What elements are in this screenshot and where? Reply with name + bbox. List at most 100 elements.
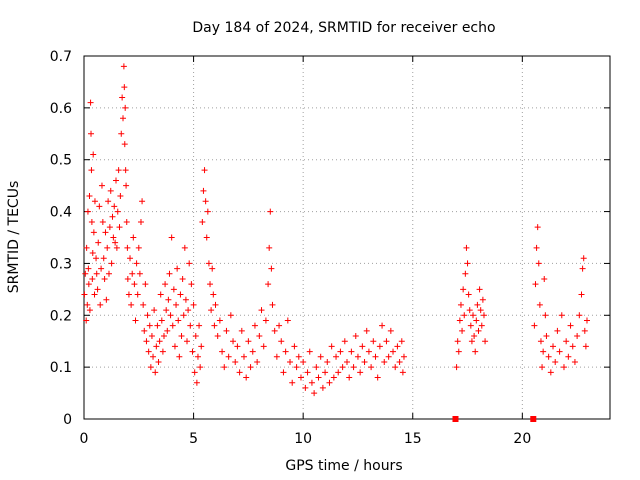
data-point xyxy=(95,239,102,246)
data-point xyxy=(162,281,169,288)
data-point xyxy=(324,358,331,365)
x-tick-label: 10 xyxy=(294,431,312,447)
data-point xyxy=(266,244,273,251)
data-point xyxy=(240,353,247,360)
data-point xyxy=(474,301,481,308)
data-point xyxy=(547,369,554,376)
data-point xyxy=(297,374,304,381)
data-point xyxy=(459,327,466,334)
data-point xyxy=(86,307,93,314)
data-point xyxy=(308,379,315,386)
data-point xyxy=(368,364,375,371)
data-point xyxy=(85,281,92,288)
data-point xyxy=(103,296,110,303)
data-point xyxy=(276,322,283,329)
data-point xyxy=(287,358,294,365)
data-point xyxy=(153,343,160,350)
data-point xyxy=(550,343,557,350)
data-point xyxy=(560,364,567,371)
data-point xyxy=(160,333,167,340)
data-point xyxy=(105,198,112,205)
data-point xyxy=(192,333,199,340)
data-point xyxy=(260,343,267,350)
data-point xyxy=(387,327,394,334)
data-point xyxy=(193,379,200,386)
data-point xyxy=(86,193,93,200)
data-point xyxy=(236,369,243,376)
data-point xyxy=(480,312,487,319)
data-point xyxy=(194,353,201,360)
data-point xyxy=(119,94,126,101)
data-point xyxy=(90,151,97,158)
data-point xyxy=(583,317,590,324)
axis-ticks: 0 5 10 15 20 0 0.1 0.2 0.3 0.4 0.5 0.6 0.7 xyxy=(50,49,610,447)
data-point xyxy=(123,182,130,189)
data-point xyxy=(330,374,337,381)
data-point xyxy=(278,338,285,345)
data-point xyxy=(578,291,585,298)
data-point xyxy=(454,338,461,345)
data-point xyxy=(472,348,479,355)
data-point xyxy=(482,338,489,345)
data-point xyxy=(398,338,405,345)
data-point xyxy=(199,218,206,225)
data-point xyxy=(141,327,148,334)
data-point xyxy=(148,333,155,340)
data-point xyxy=(311,390,318,397)
data-point xyxy=(565,353,572,360)
data-point xyxy=(383,338,390,345)
data-point xyxy=(83,244,90,251)
data-point xyxy=(267,208,274,215)
data-point xyxy=(145,348,152,355)
data-point xyxy=(129,270,136,277)
data-point xyxy=(390,348,397,355)
data-point xyxy=(91,198,98,205)
data-point xyxy=(121,141,128,148)
data-point xyxy=(348,348,355,355)
data-point xyxy=(140,301,147,308)
data-point xyxy=(203,234,210,241)
data-point xyxy=(304,369,311,376)
data-point xyxy=(135,244,142,251)
data-point xyxy=(455,348,462,355)
data-point xyxy=(554,327,561,334)
data-point xyxy=(154,322,161,329)
data-point xyxy=(582,343,589,350)
data-point xyxy=(90,229,97,236)
data-point xyxy=(112,239,119,246)
data-point xyxy=(537,338,544,345)
data-point xyxy=(130,234,137,241)
chart-title: Day 184 of 2024, SRMTID for receiver ech… xyxy=(192,20,495,36)
data-point xyxy=(471,333,478,340)
data-point xyxy=(205,260,212,267)
data-point xyxy=(150,353,157,360)
data-point xyxy=(535,260,542,267)
data-point xyxy=(186,260,193,267)
data-point xyxy=(256,333,263,340)
data-point xyxy=(258,307,265,314)
data-point xyxy=(372,353,379,360)
data-point xyxy=(120,115,127,122)
data-point xyxy=(99,218,106,225)
data-point xyxy=(211,322,218,329)
y-axis-label: SRMTID / TECUs xyxy=(6,181,22,294)
data-point xyxy=(453,364,460,371)
data-point xyxy=(251,322,258,329)
data-point xyxy=(197,364,204,371)
data-point xyxy=(111,203,118,210)
data-point xyxy=(191,369,198,376)
data-point xyxy=(230,338,237,345)
data-point xyxy=(289,379,296,386)
data-point xyxy=(168,234,175,241)
data-point xyxy=(533,244,540,251)
data-point xyxy=(319,384,326,391)
data-point xyxy=(581,327,588,334)
x-tick-label: 20 xyxy=(513,431,531,447)
data-point xyxy=(214,333,221,340)
data-point xyxy=(462,270,469,277)
data-point xyxy=(400,353,407,360)
data-point xyxy=(173,301,180,308)
data-point xyxy=(245,338,252,345)
data-point xyxy=(463,244,470,251)
data-point xyxy=(394,343,401,350)
